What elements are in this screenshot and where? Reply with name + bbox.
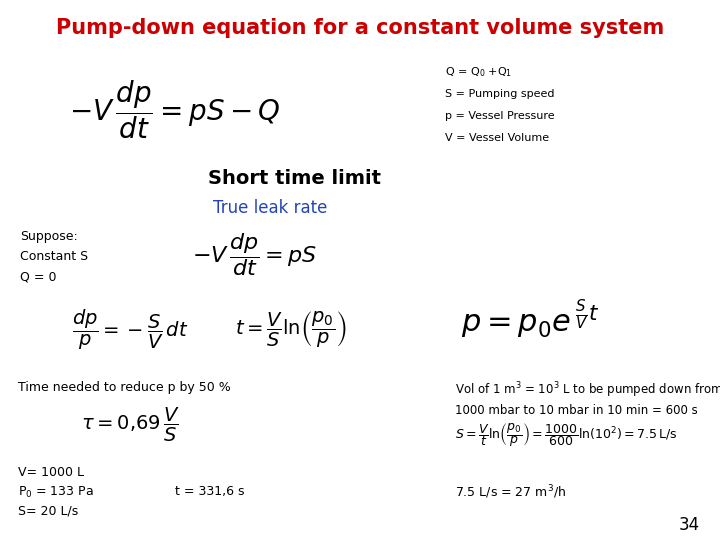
Text: S = Pumping speed: S = Pumping speed: [445, 89, 554, 99]
Text: V= 1000 L: V= 1000 L: [18, 467, 84, 480]
Text: 34: 34: [679, 516, 700, 534]
Text: $-V\,\dfrac{dp}{dt} = pS - Q$: $-V\,\dfrac{dp}{dt} = pS - Q$: [69, 79, 281, 141]
Text: t = 331,6 s: t = 331,6 s: [175, 485, 245, 498]
Text: V = Vessel Volume: V = Vessel Volume: [445, 133, 549, 143]
Text: Q = Q$_0$ +Q$_1$: Q = Q$_0$ +Q$_1$: [445, 65, 512, 79]
Text: True leak rate: True leak rate: [213, 199, 327, 217]
Text: 7.5 L/s = 27 m$^3$/h: 7.5 L/s = 27 m$^3$/h: [455, 483, 566, 501]
Text: $S = \dfrac{V}{t}\ln\!\left(\dfrac{p_0}{p}\right) = \dfrac{1000}{600}\ln\!\left(: $S = \dfrac{V}{t}\ln\!\left(\dfrac{p_0}{…: [455, 421, 678, 449]
Text: $\dfrac{dp}{p} = -\dfrac{S}{V}\,dt$: $\dfrac{dp}{p} = -\dfrac{S}{V}\,dt$: [72, 308, 189, 352]
Text: $-V\,\dfrac{dp}{dt} = pS$: $-V\,\dfrac{dp}{dt} = pS$: [192, 232, 318, 279]
Text: Pump-down equation for a constant volume system: Pump-down equation for a constant volume…: [56, 18, 664, 38]
Text: $t = \dfrac{V}{S}\ln\!\left(\dfrac{p_0}{p}\right)$: $t = \dfrac{V}{S}\ln\!\left(\dfrac{p_0}{…: [235, 310, 347, 350]
Text: Vol of 1 m$^3$ = 10$^3$ L to be pumped down from: Vol of 1 m$^3$ = 10$^3$ L to be pumped d…: [455, 380, 720, 400]
Text: $p = p_0 e^{\,\frac{S}{V}t}$: $p = p_0 e^{\,\frac{S}{V}t}$: [461, 298, 599, 342]
Text: $\tau = 0{,}69\,\dfrac{V}{S}$: $\tau = 0{,}69\,\dfrac{V}{S}$: [81, 406, 179, 444]
Text: p = Vessel Pressure: p = Vessel Pressure: [445, 111, 554, 121]
Text: 1000 mbar to 10 mbar in 10 min = 600 s: 1000 mbar to 10 mbar in 10 min = 600 s: [455, 403, 698, 416]
Text: Constant S: Constant S: [20, 250, 88, 263]
Text: Short time limit: Short time limit: [209, 168, 382, 187]
Text: Time needed to reduce p by 50 %: Time needed to reduce p by 50 %: [18, 381, 230, 395]
Text: Q = 0: Q = 0: [20, 270, 56, 283]
Text: P$_0$ = 133 Pa: P$_0$ = 133 Pa: [18, 484, 94, 500]
Text: S= 20 L/s: S= 20 L/s: [18, 504, 78, 517]
Text: Suppose:: Suppose:: [20, 230, 78, 243]
